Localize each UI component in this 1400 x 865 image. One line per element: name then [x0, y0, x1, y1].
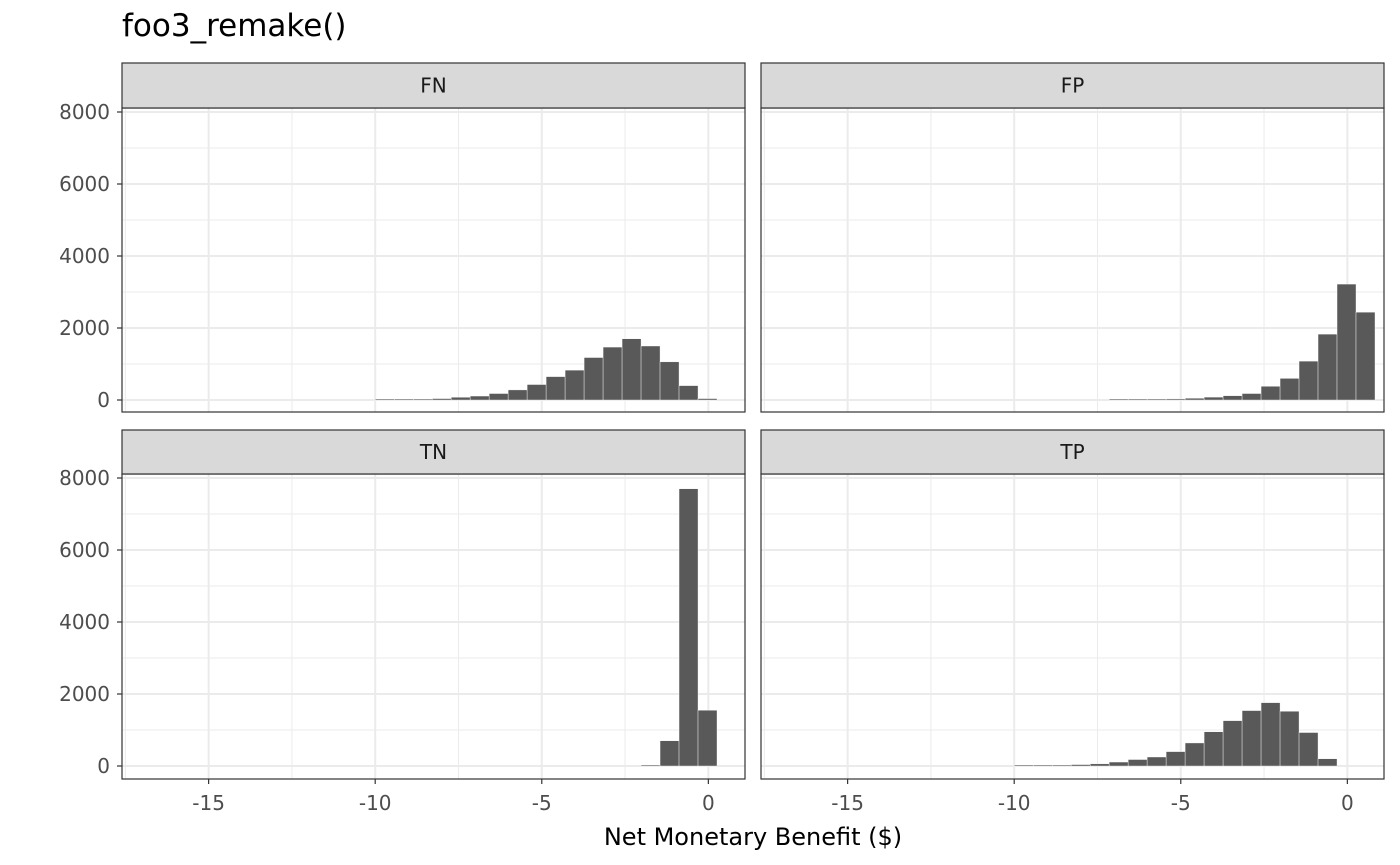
histogram-bar — [431, 398, 452, 401]
histogram-bar — [1336, 283, 1357, 401]
histogram-bar — [1051, 764, 1072, 767]
histogram-bar — [1260, 386, 1281, 401]
facet-strip-label: FP — [1061, 74, 1085, 98]
histogram-bar — [659, 740, 680, 767]
histogram-bar — [374, 398, 395, 401]
histogram-bar — [1013, 764, 1034, 767]
histogram-bar — [393, 398, 414, 401]
histogram-bar — [678, 488, 699, 767]
histogram-bar — [1032, 764, 1053, 767]
histogram-bar — [1279, 378, 1300, 401]
histogram-bar — [1279, 711, 1300, 767]
histogram-bar — [1146, 398, 1167, 401]
x-tick-label: -5 — [532, 791, 552, 815]
facet-strip-label: TP — [1059, 440, 1084, 464]
chart-title: foo3_remake() — [122, 8, 347, 44]
histogram-bar — [1222, 720, 1243, 767]
histogram-bar — [1355, 311, 1376, 401]
facet-panel-tp: TP -15 -10 -5 0 — [760, 429, 1385, 815]
panel-background — [761, 108, 1384, 412]
y-tick-label: 4000 — [59, 244, 110, 268]
x-axis-title: Net Monetary Benefit ($) — [604, 823, 902, 851]
panel-background — [122, 474, 745, 779]
histogram-bar — [1298, 732, 1319, 767]
histogram-bar — [1184, 742, 1205, 767]
y-tick-label: 6000 — [59, 172, 110, 196]
histogram-bar — [1108, 761, 1129, 767]
histogram-bar — [1317, 333, 1338, 401]
histogram-bar — [1317, 758, 1338, 767]
histogram-bar — [1222, 395, 1243, 401]
facet-strip-label: TN — [419, 440, 447, 464]
y-tick-label: 0 — [97, 754, 110, 778]
histogram-bar — [1203, 396, 1224, 401]
x-tick-label: -15 — [192, 791, 225, 815]
histogram-bar — [1184, 398, 1205, 401]
histogram-bar — [1298, 360, 1319, 401]
facet-strip-label: FN — [420, 74, 446, 98]
facet-panel-fn: FN 0 2000 4000 6000 8000 — [59, 62, 746, 413]
histogram-bar — [621, 338, 642, 401]
x-tick-label: -5 — [1171, 791, 1191, 815]
y-tick-label: 6000 — [59, 538, 110, 562]
facet-panel-fp: FP — [760, 62, 1385, 413]
histogram-bar — [488, 393, 509, 401]
histogram-bar — [1260, 702, 1281, 767]
histogram-bar — [583, 357, 604, 401]
facet-strip — [121, 62, 746, 109]
y-tick-label: 2000 — [59, 682, 110, 706]
histogram-bar — [1241, 393, 1262, 401]
histogram-bar — [1146, 756, 1167, 767]
x-tick-label: 0 — [702, 791, 715, 815]
histogram-bar — [1127, 398, 1148, 401]
histogram-bar — [1165, 751, 1186, 767]
histogram-bar — [640, 345, 661, 401]
histogram-bar — [697, 398, 718, 401]
histogram-bar — [412, 398, 433, 401]
histogram-bar — [1127, 759, 1148, 767]
histogram-bar — [1070, 764, 1091, 767]
facet-panels: FN 0 2000 4000 6000 8000 FP TN 0 2000 4000 6000 8000… — [59, 62, 1385, 815]
histogram-bar — [1089, 763, 1110, 767]
histogram-bar — [659, 361, 680, 401]
histogram-bar — [469, 395, 490, 401]
y-tick-label: 0 — [97, 388, 110, 412]
histogram-bar — [697, 710, 718, 767]
histogram-bar — [507, 389, 528, 401]
histogram-bar — [564, 369, 585, 401]
y-tick-label: 8000 — [59, 466, 110, 490]
histogram-bar — [1203, 731, 1224, 767]
x-tick-label: -10 — [359, 791, 392, 815]
histogram-bar — [678, 385, 699, 401]
facet-strip — [760, 429, 1385, 475]
y-tick-label: 2000 — [59, 316, 110, 340]
histogram-bar — [1241, 710, 1262, 767]
histogram-bar — [526, 384, 547, 401]
x-tick-label: -15 — [831, 791, 864, 815]
histogram-bar — [1108, 398, 1129, 401]
facet-strip — [121, 429, 746, 475]
histogram-bar — [640, 764, 661, 767]
facet-panel-tn: TN 0 2000 4000 6000 8000 -15 -10 -5 0 — [59, 429, 746, 815]
histogram-bar — [545, 376, 566, 401]
facet-strip — [760, 62, 1385, 109]
x-tick-label: 0 — [1341, 791, 1354, 815]
x-tick-label: -10 — [998, 791, 1031, 815]
histogram-bar — [602, 346, 623, 401]
histogram-bar — [450, 397, 471, 401]
histogram-bar — [1165, 398, 1186, 401]
y-tick-label: 4000 — [59, 610, 110, 634]
y-tick-label: 8000 — [59, 100, 110, 124]
